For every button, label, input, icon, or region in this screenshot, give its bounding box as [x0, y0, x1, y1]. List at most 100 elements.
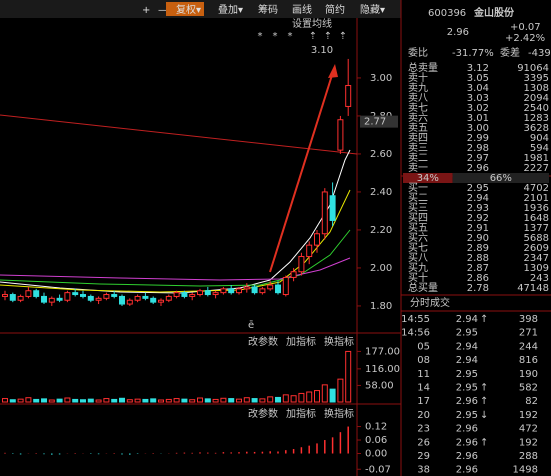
- toolbar-button[interactable]: —: [158, 5, 168, 16]
- toolbar-button[interactable]: 简约: [325, 3, 345, 16]
- volume-bar: [134, 398, 141, 403]
- marker: ⇡: [339, 31, 347, 42]
- trade-volume: 82: [525, 396, 538, 407]
- volume-bar: [181, 398, 188, 403]
- toolbar-button[interactable]: 隐藏▾: [360, 4, 385, 16]
- ratio-label: 34%: [417, 173, 439, 184]
- book-price: 2.87: [467, 263, 489, 274]
- trade-volume: 190: [519, 369, 538, 380]
- volume-bar: [158, 399, 164, 403]
- book-price: 2.93: [467, 203, 489, 214]
- ma-setting[interactable]: 设置均线: [292, 17, 332, 30]
- candle-body: [220, 288, 227, 294]
- volume-bar: [189, 399, 196, 403]
- y-tick-label: 2.00: [370, 263, 392, 274]
- volume-bar: [228, 398, 235, 403]
- book-label: 买五: [408, 222, 428, 234]
- current-price-label: 2.77: [364, 117, 386, 128]
- panel-button[interactable]: 换指标: [324, 335, 354, 348]
- book-label: 总买量: [408, 281, 438, 294]
- toolbar-button[interactable]: 画线: [292, 3, 312, 16]
- candle-body: [150, 297, 157, 303]
- volume-bar: [243, 397, 250, 403]
- candle-body: [197, 290, 203, 296]
- toolbar-button[interactable]: +: [142, 5, 150, 16]
- book-price: 3.02: [467, 103, 489, 114]
- trade-volume: 816: [519, 355, 538, 366]
- y-tick-label: 2.20: [370, 225, 392, 236]
- y-tick-label: 2.40: [370, 187, 392, 198]
- candle-body: [181, 292, 188, 297]
- panel-button[interactable]: 改参数: [248, 335, 278, 348]
- candle-body: [306, 244, 313, 258]
- candle-body: [243, 286, 250, 290]
- volume-bar: [48, 399, 55, 403]
- diff: -439: [528, 48, 551, 59]
- book-volume: 47148: [517, 283, 549, 294]
- candle-body: [298, 256, 305, 273]
- ratio-bar: [452, 173, 549, 183]
- volume-bar: [220, 397, 227, 403]
- candle-body: [251, 286, 258, 294]
- marker: ⇡: [309, 31, 317, 42]
- last-price: 2.96: [447, 27, 469, 38]
- stock-code: 600396: [428, 8, 466, 19]
- candle-body: [64, 292, 71, 301]
- y-tick-label: 0.00: [365, 449, 387, 460]
- book-price: 2.88: [467, 253, 489, 264]
- candle-body: [111, 294, 118, 297]
- candle-body: [321, 191, 328, 235]
- marker: *: [258, 31, 263, 42]
- peak-label: 3.10: [311, 45, 333, 56]
- candle-body: [236, 288, 242, 294]
- trade-price: 2.96: [456, 396, 478, 407]
- volume-bar: [165, 398, 172, 403]
- trade-volume: 192: [519, 437, 538, 448]
- candle-body: [189, 294, 196, 297]
- book-volume: 2347: [524, 253, 549, 264]
- book-label: 卖七: [408, 102, 428, 114]
- volume-bar: [236, 398, 242, 403]
- toolbar-button[interactable]: 复权▾: [176, 3, 201, 16]
- panel-button[interactable]: 加指标: [286, 335, 316, 348]
- book-volume: 1309: [524, 263, 549, 274]
- trade-time: 20: [417, 410, 430, 421]
- candle-body: [142, 295, 149, 299]
- volume-bar: [306, 391, 313, 403]
- book-label: 卖十: [408, 71, 428, 84]
- volume-bar: [2, 398, 8, 403]
- trade-volume: 1498: [513, 465, 538, 476]
- change-pct: +2.42%: [505, 33, 545, 44]
- trade-arrow: ↑: [480, 396, 488, 407]
- trade-price: 2.95: [456, 369, 478, 380]
- trade-volume: 271: [519, 328, 538, 339]
- toolbar-button[interactable]: 筹码: [258, 3, 278, 16]
- book-label: 卖四: [408, 132, 428, 144]
- ratio-label: 66%: [490, 173, 512, 184]
- panel-button[interactable]: 换指标: [324, 407, 354, 420]
- book-label: 买一: [408, 182, 428, 194]
- volume-bar: [251, 398, 258, 403]
- panel-button[interactable]: 改参数: [248, 407, 278, 420]
- candle-body: [345, 85, 352, 107]
- book-price: 2.86: [467, 273, 489, 284]
- candle-body: [290, 271, 297, 278]
- volume-bar: [103, 398, 110, 403]
- book-label: 卖六: [408, 112, 428, 124]
- book-price: 3.03: [467, 93, 489, 104]
- volume-bar: [41, 398, 47, 403]
- book-label: 卖五: [408, 122, 428, 134]
- volume-bar: [282, 394, 289, 403]
- trade-time: 17: [417, 396, 430, 407]
- book-price: 2.99: [467, 133, 489, 144]
- book-volume: 91064: [517, 63, 549, 74]
- book-price: 2.92: [467, 213, 489, 224]
- toolbar-button[interactable]: 叠加▾: [218, 4, 243, 16]
- panel-button[interactable]: 加指标: [286, 407, 316, 420]
- candle-body: [95, 297, 102, 301]
- book-volume: 1981: [524, 153, 549, 164]
- ratio: -31.77%: [452, 48, 494, 59]
- book-volume: 2227: [524, 163, 549, 174]
- volume-bar: [126, 399, 133, 403]
- book-price: 3.05: [467, 73, 489, 84]
